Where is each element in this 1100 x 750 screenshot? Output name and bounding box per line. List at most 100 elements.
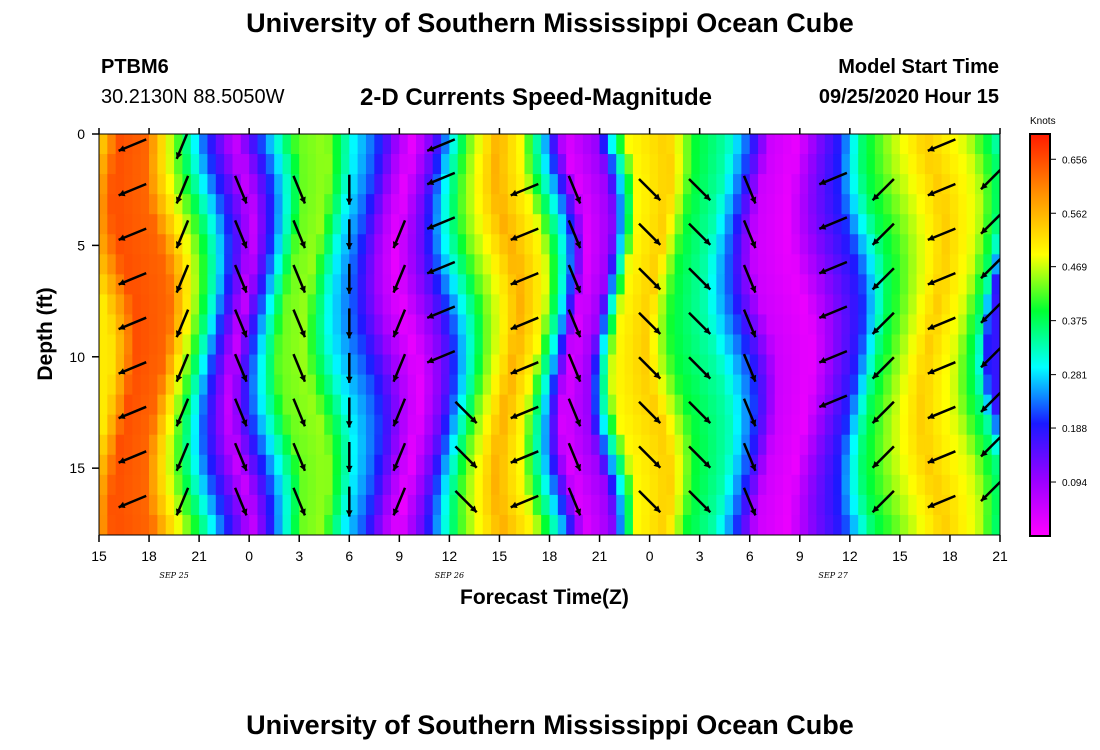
heat-cell bbox=[466, 414, 476, 436]
heat-cell bbox=[549, 214, 559, 235]
heat-cell bbox=[582, 494, 592, 516]
heat-cell bbox=[424, 214, 434, 235]
heat-cell bbox=[891, 134, 901, 155]
heat-cell bbox=[966, 174, 976, 195]
heat-cell bbox=[357, 214, 367, 235]
heat-cell bbox=[783, 154, 793, 175]
heat-cell bbox=[766, 274, 776, 295]
heat-cell bbox=[691, 414, 701, 436]
heat-cell bbox=[315, 294, 325, 316]
heat-cell bbox=[607, 414, 617, 436]
heat-cell bbox=[549, 154, 559, 175]
heat-cell bbox=[340, 214, 350, 235]
heat-cell bbox=[791, 334, 801, 356]
heat-cell bbox=[599, 154, 609, 175]
heat-cell bbox=[808, 254, 818, 275]
heat-cell bbox=[841, 514, 851, 535]
heat-cell bbox=[933, 274, 943, 295]
y-tick-label: 15 bbox=[69, 460, 85, 476]
heat-cell bbox=[866, 214, 876, 235]
heat-cell bbox=[724, 374, 734, 396]
heat-cell bbox=[257, 374, 267, 396]
heat-cell bbox=[941, 274, 951, 295]
heat-cell bbox=[407, 174, 417, 195]
heat-cell bbox=[232, 294, 242, 316]
heat-cell bbox=[833, 494, 843, 516]
heat-cell bbox=[841, 334, 851, 356]
heat-cell bbox=[382, 314, 392, 336]
current-arrow bbox=[980, 435, 1000, 458]
heat-cell bbox=[557, 274, 567, 295]
heat-cell bbox=[724, 174, 734, 195]
heat-cell bbox=[516, 334, 526, 356]
heat-cell bbox=[182, 374, 192, 396]
heat-cell bbox=[708, 374, 717, 396]
heat-cell bbox=[215, 514, 225, 535]
heat-cell bbox=[107, 194, 117, 215]
heat-cell bbox=[783, 274, 793, 295]
heat-cell bbox=[916, 274, 926, 295]
heat-cell bbox=[324, 134, 334, 155]
heat-cell bbox=[157, 134, 167, 155]
heat-cell bbox=[657, 294, 667, 316]
heat-cell bbox=[657, 194, 667, 215]
heat-cell bbox=[516, 374, 526, 396]
heat-cell bbox=[499, 274, 509, 295]
heat-cell bbox=[866, 254, 876, 275]
heat-cell bbox=[265, 154, 275, 175]
heat-cell bbox=[199, 454, 209, 476]
heat-cell bbox=[174, 174, 184, 195]
current-arrow bbox=[927, 138, 956, 152]
heat-cell bbox=[516, 134, 526, 155]
heat-cell bbox=[682, 494, 692, 516]
heat-cell bbox=[182, 134, 192, 155]
heat-cell bbox=[657, 154, 667, 175]
heat-cell bbox=[741, 174, 751, 195]
heat-cell bbox=[124, 194, 133, 215]
heat-cell bbox=[207, 214, 217, 235]
heat-cell bbox=[641, 334, 651, 356]
heat-cell bbox=[474, 474, 484, 496]
heat-cell bbox=[99, 494, 108, 516]
heat-cell bbox=[632, 394, 642, 416]
heat-cell bbox=[791, 394, 801, 416]
current-arrow bbox=[980, 213, 1000, 235]
heat-cell bbox=[649, 374, 659, 396]
heat-cell bbox=[883, 134, 893, 155]
heat-cell bbox=[649, 174, 659, 195]
heat-cell bbox=[966, 414, 976, 436]
heat-cell bbox=[457, 474, 467, 496]
heat-cell bbox=[749, 434, 759, 456]
current-arrow bbox=[454, 400, 478, 424]
heat-cell bbox=[824, 474, 834, 496]
heat-cell bbox=[691, 274, 701, 295]
heat-cell bbox=[841, 214, 851, 235]
current-arrow bbox=[688, 356, 712, 380]
heat-cell bbox=[432, 354, 442, 376]
heat-cell bbox=[933, 294, 943, 316]
heat-cell bbox=[624, 434, 634, 456]
current-arrow bbox=[871, 356, 895, 380]
heat-cell bbox=[224, 194, 234, 215]
heat-cell bbox=[365, 474, 375, 496]
heat-cell bbox=[491, 174, 501, 195]
heat-cell bbox=[582, 214, 592, 235]
heat-cell bbox=[507, 334, 517, 356]
heat-cell bbox=[390, 334, 400, 356]
heat-cell bbox=[991, 314, 1000, 336]
heat-cell bbox=[566, 334, 576, 356]
heat-cell bbox=[541, 474, 551, 496]
current-arrow bbox=[980, 391, 1000, 413]
heat-cell bbox=[132, 174, 142, 195]
heat-cell bbox=[624, 234, 634, 255]
heat-cell bbox=[824, 354, 834, 376]
heat-cell bbox=[149, 154, 158, 175]
heat-cell bbox=[983, 354, 993, 376]
heat-cell bbox=[766, 134, 776, 155]
heat-cell bbox=[708, 494, 717, 516]
heat-cell bbox=[566, 294, 576, 316]
heat-cell bbox=[949, 234, 959, 255]
heat-cell bbox=[416, 354, 425, 376]
heat-cell bbox=[874, 334, 884, 356]
heat-cell bbox=[157, 214, 167, 235]
